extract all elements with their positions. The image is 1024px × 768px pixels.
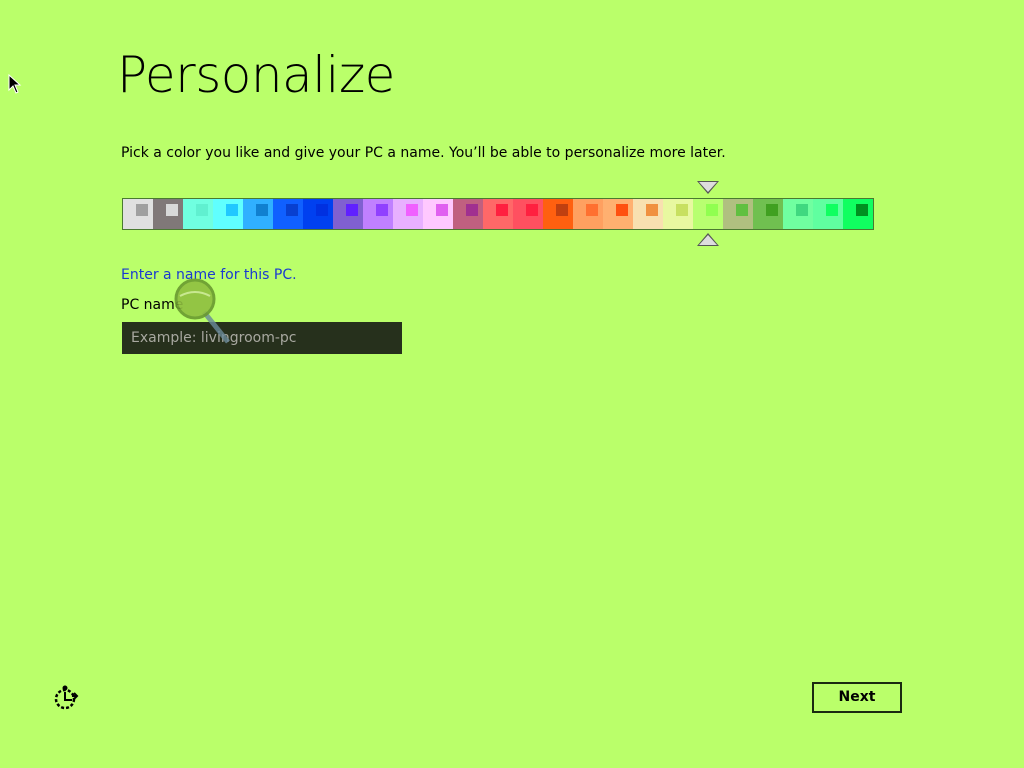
color-swatch-selected[interactable] [693,199,723,229]
color-picker[interactable] [122,198,874,230]
color-swatch[interactable] [663,199,693,229]
next-button[interactable]: Next [812,682,902,713]
color-swatch-accent [286,204,298,216]
color-swatch-accent [346,204,358,216]
color-swatch[interactable] [723,199,753,229]
color-swatch[interactable] [423,199,453,229]
color-swatch-accent [376,204,388,216]
color-swatch[interactable] [813,199,843,229]
color-swatch-accent [166,204,178,216]
color-swatch-accent [226,204,238,216]
color-swatch-accent [406,204,418,216]
color-swatch[interactable] [213,199,243,229]
color-swatch-accent [256,204,268,216]
color-swatch[interactable] [333,199,363,229]
color-swatch[interactable] [453,199,483,229]
name-prompt: Enter a name for this PC. [121,267,297,283]
color-swatch-accent [826,204,838,216]
color-swatch[interactable] [783,199,813,229]
color-swatch-accent [316,204,328,216]
color-swatch-accent [196,204,208,216]
color-swatch[interactable] [483,199,513,229]
color-swatch-accent [556,204,568,216]
color-swatch-accent [796,204,808,216]
color-swatch-accent [526,204,538,216]
magnifier-icon [174,278,230,344]
pc-name-label: PC name [121,297,184,313]
color-swatch[interactable] [393,199,423,229]
color-swatch[interactable] [183,199,213,229]
color-swatch[interactable] [543,199,573,229]
color-swatch[interactable] [603,199,633,229]
color-swatch-accent [766,204,778,216]
pc-name-input[interactable] [122,322,402,354]
color-swatch[interactable] [753,199,783,229]
color-swatch[interactable] [153,199,183,229]
color-swatch[interactable] [573,199,603,229]
color-swatch[interactable] [513,199,543,229]
color-swatch-accent [646,204,658,216]
color-swatch-accent [466,204,478,216]
color-swatch[interactable] [303,199,333,229]
color-swatch-accent [616,204,628,216]
mouse-pointer-icon [8,74,22,94]
color-swatch-accent [496,204,508,216]
color-swatch[interactable] [273,199,303,229]
color-swatch-accent [436,204,448,216]
color-swatch-accent [706,204,718,216]
color-swatch-accent [676,204,688,216]
color-swatch[interactable] [363,199,393,229]
ease-of-access-icon[interactable] [52,684,80,712]
selected-color-marker-bottom[interactable] [697,233,719,246]
color-swatch-accent [586,204,598,216]
color-swatch-accent [856,204,868,216]
page-subtitle: Pick a color you like and give your PC a… [121,145,726,161]
color-swatch[interactable] [843,199,873,229]
color-swatch-accent [736,204,748,216]
page-title: Personalize [117,46,395,104]
color-swatch[interactable] [123,199,153,229]
color-swatch[interactable] [633,199,663,229]
selected-color-marker-top [697,181,719,194]
color-swatch[interactable] [243,199,273,229]
color-swatch-accent [136,204,148,216]
